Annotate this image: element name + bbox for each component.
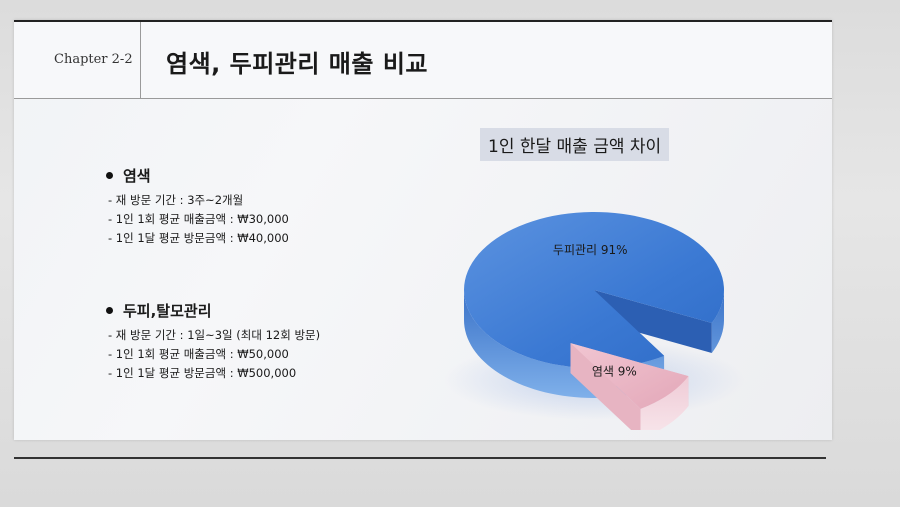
section-line: - 1인 1회 평균 매출금액 : ₩30,000: [108, 212, 289, 226]
top-rule: [14, 20, 832, 22]
pie-svg: 두피관리 91% 염색 9%: [444, 212, 744, 439]
slice-cut-face: [570, 343, 641, 439]
slice-label-scalp: 두피관리 91%: [553, 243, 628, 257]
slice-label-dye: 염색 9%: [592, 364, 637, 378]
section-line: - 1인 1회 평균 매출금액 : ₩50,000: [108, 347, 289, 361]
bullet-icon: [106, 172, 113, 179]
section-heading: 두피,탈모관리: [106, 300, 320, 321]
header-divider: [140, 22, 141, 98]
section-heading-text: 두피,탈모관리: [123, 302, 212, 320]
slide: Chapter 2-2 염색, 두피관리 매출 비교 염색 - 재 방문 기간 …: [14, 20, 832, 440]
chart-title: 1인 한달 매출 금액 차이: [480, 128, 670, 161]
chapter-label: Chapter 2-2: [54, 52, 133, 67]
pie-slice-dye: [570, 343, 689, 439]
section-heading-text: 염색: [123, 167, 151, 185]
slide-header: Chapter 2-2 염색, 두피관리 매출 비교: [14, 22, 832, 99]
page-title: 염색, 두피관리 매출 비교: [166, 50, 428, 78]
bullet-icon: [106, 307, 113, 314]
section-heading: 염색: [106, 165, 289, 186]
bottom-rule: [14, 457, 826, 459]
slice-top-face: [464, 212, 724, 368]
section-dye: 염색 - 재 방문 기간 : 3주~2개월 - 1인 1회 평균 매출금액 : …: [106, 165, 289, 248]
pie-chart: 두피관리 91% 염색 9%: [434, 170, 754, 439]
pie-slice-scalp: [464, 212, 724, 398]
section-line: - 재 방문 기간 : 3주~2개월: [108, 193, 244, 207]
section-line: - 재 방문 기간 : 1일~3일 (최대 12회 방문): [108, 328, 321, 342]
section-scalp: 두피,탈모관리 - 재 방문 기간 : 1일~3일 (최대 12회 방문) - …: [106, 300, 320, 383]
slice-cut-face: [594, 290, 712, 353]
section-line: - 1인 1달 평균 방문금액 : ₩500,000: [108, 366, 297, 380]
slice-top-face: [570, 343, 689, 409]
section-line: - 1인 1달 평균 방문금액 : ₩40,000: [108, 231, 289, 245]
slice-side-wall: [640, 376, 689, 439]
